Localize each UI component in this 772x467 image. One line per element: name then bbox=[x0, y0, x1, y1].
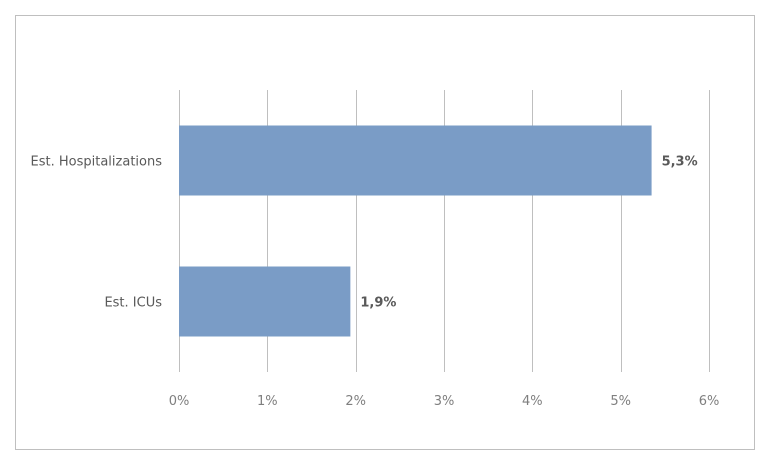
data-labels: 5,3% 1,9% bbox=[360, 155, 697, 311]
x-tick-label-5: 5% bbox=[610, 394, 631, 409]
category-labels: Est. Hospitalizations Est. ICUs bbox=[31, 155, 163, 311]
x-tick-label-6: 6% bbox=[699, 394, 720, 409]
x-tick-label-3: 3% bbox=[434, 394, 455, 409]
x-tick-label-2: 2% bbox=[345, 394, 366, 409]
data-label-1: 1,9% bbox=[360, 296, 396, 311]
bar-0 bbox=[179, 125, 652, 196]
x-tick-label-4: 4% bbox=[522, 394, 543, 409]
x-axis-tick-labels: 0% 1% 2% 3% 4% 5% 6% bbox=[169, 394, 720, 409]
category-label-0: Est. Hospitalizations bbox=[31, 155, 163, 170]
chart-frame bbox=[15, 15, 755, 450]
x-tick-label-1: 1% bbox=[257, 394, 278, 409]
bar-1 bbox=[179, 266, 351, 337]
category-label-1: Est. ICUs bbox=[104, 296, 162, 311]
data-label-0: 5,3% bbox=[662, 155, 698, 170]
bars bbox=[179, 125, 652, 337]
x-tick-label-0: 0% bbox=[169, 394, 190, 409]
